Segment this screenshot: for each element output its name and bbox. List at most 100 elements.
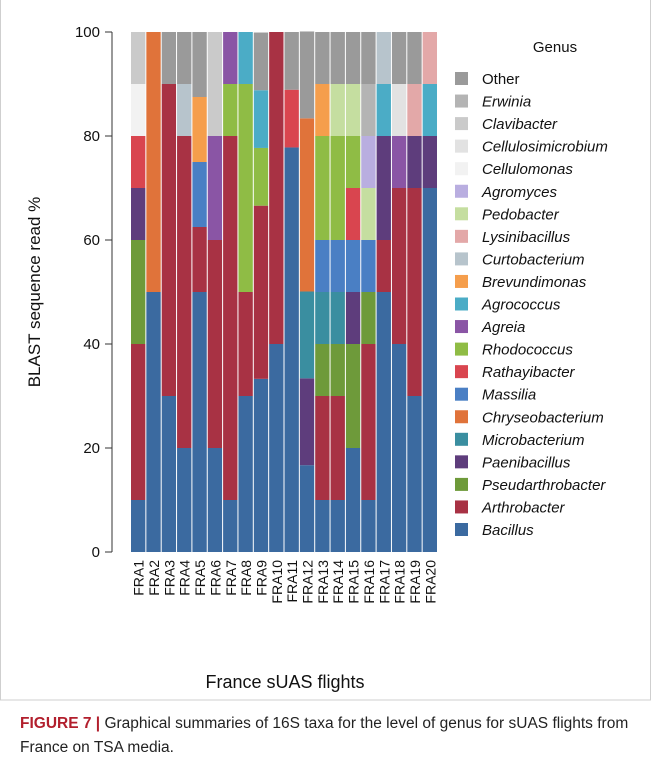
legend-swatch [455, 72, 468, 85]
bar-segment [299, 465, 315, 552]
bar-segment [391, 188, 407, 344]
bar-segment [238, 292, 253, 396]
bar-segment [315, 32, 330, 84]
x-tick-label: FRA11 [284, 560, 300, 603]
legend-swatch [455, 410, 468, 424]
legend-label: Cellulosimicrobium [482, 139, 608, 156]
bar-segment [407, 136, 422, 188]
bar-segment [299, 378, 315, 466]
bar-segment [207, 448, 223, 552]
bar-segment [238, 84, 253, 292]
bar-segment [131, 32, 146, 84]
bar-segment [161, 396, 177, 552]
bar-segment [177, 136, 192, 448]
bar-segment [361, 32, 376, 84]
legend-label: Bacillus [482, 522, 534, 539]
x-tick-label: FRA7 [223, 560, 239, 596]
legend-swatch [455, 139, 468, 153]
caption-text: Graphical summaries of 16S taxa for the … [20, 715, 629, 756]
bar-segment [330, 32, 345, 84]
bar-segment [177, 32, 192, 84]
legend-swatch [455, 94, 468, 108]
bar-segment [177, 448, 192, 552]
y-tick-label: 40 [83, 336, 100, 353]
bar-segment [330, 240, 345, 292]
bar-segment [299, 291, 315, 379]
legend-swatch [455, 252, 468, 266]
bar-segment [361, 344, 376, 500]
legend-swatch [455, 342, 468, 356]
legend-swatch [455, 184, 468, 198]
legend-label: Agromyces [481, 184, 558, 201]
bar-segment [315, 84, 330, 136]
bar-segment [315, 500, 330, 552]
bar-segment [376, 292, 391, 552]
bar-segment [345, 32, 361, 84]
x-tick-label: FRA19 [407, 560, 423, 604]
bar-segment [284, 89, 299, 148]
bar-segment [315, 344, 330, 396]
x-axis-label: France sUAS flights [205, 672, 364, 692]
legend-label: Massilia [482, 387, 536, 404]
legend-label: Erwinia [482, 94, 531, 111]
bar-segment [253, 205, 269, 379]
legend-swatch [455, 500, 468, 514]
bar-segment [207, 240, 223, 448]
bar-segment [407, 32, 422, 84]
bar-segment [330, 500, 345, 552]
x-tick-label: FRA2 [146, 560, 162, 596]
bar-segment [192, 97, 207, 162]
bar-segment [131, 240, 146, 344]
legend-swatch [455, 365, 468, 379]
y-tick-label: 100 [75, 24, 100, 41]
bar-segment [422, 188, 437, 552]
bar-segment [391, 136, 407, 188]
bar-segment [361, 292, 376, 344]
bar-segment [422, 136, 437, 188]
legend-swatch [455, 477, 468, 491]
bar-segment [131, 344, 146, 500]
y-axis-label: BLAST sequence read % [25, 197, 44, 388]
legend-label: Rhodococcus [482, 342, 573, 359]
bar-segment [315, 292, 330, 344]
bar-segment [192, 227, 207, 292]
bar-segment [207, 32, 223, 136]
x-tick-label: FRA13 [315, 560, 331, 604]
x-tick-label: FRA10 [269, 560, 285, 604]
bar-segment [361, 84, 376, 136]
legend-label: Clavibacter [482, 116, 558, 133]
bar-segment [253, 147, 269, 206]
bar-segment [238, 396, 253, 552]
bar-segment [192, 162, 207, 227]
bar-segment [330, 396, 345, 500]
bar-segment [361, 188, 376, 240]
legend-label: Microbacterium [482, 432, 585, 449]
y-tick-label: 0 [92, 544, 100, 561]
bar-segment [146, 32, 161, 292]
bar-segment [391, 32, 407, 84]
legend-label: Chryseobacterium [482, 409, 604, 426]
legend-swatch [455, 432, 468, 446]
legend-label: Rathayibacter [482, 364, 576, 381]
bar-segment [315, 240, 330, 292]
bar-segment [161, 32, 177, 84]
x-tick-label: FRA4 [177, 560, 193, 596]
bar-segment [361, 500, 376, 552]
bar-segment [253, 32, 269, 91]
bar-segment [407, 84, 422, 136]
legend-swatch [455, 117, 468, 131]
bar-segment [131, 84, 146, 136]
legend-swatch [455, 229, 468, 243]
legend-swatch [455, 207, 468, 221]
bar-segment [131, 136, 146, 188]
bar-segment [361, 240, 376, 292]
caption: FIGURE 7 | Graphical summaries of 16S ta… [20, 712, 640, 760]
legend-label: Agrococcus [481, 297, 561, 314]
x-tick-label: FRA6 [207, 560, 223, 596]
bar-segment [376, 84, 391, 136]
bar-segment [345, 292, 361, 344]
bar-segment [269, 344, 284, 552]
bar-segment [345, 344, 361, 448]
bar-segment [345, 136, 361, 188]
bar-segment [376, 136, 391, 240]
